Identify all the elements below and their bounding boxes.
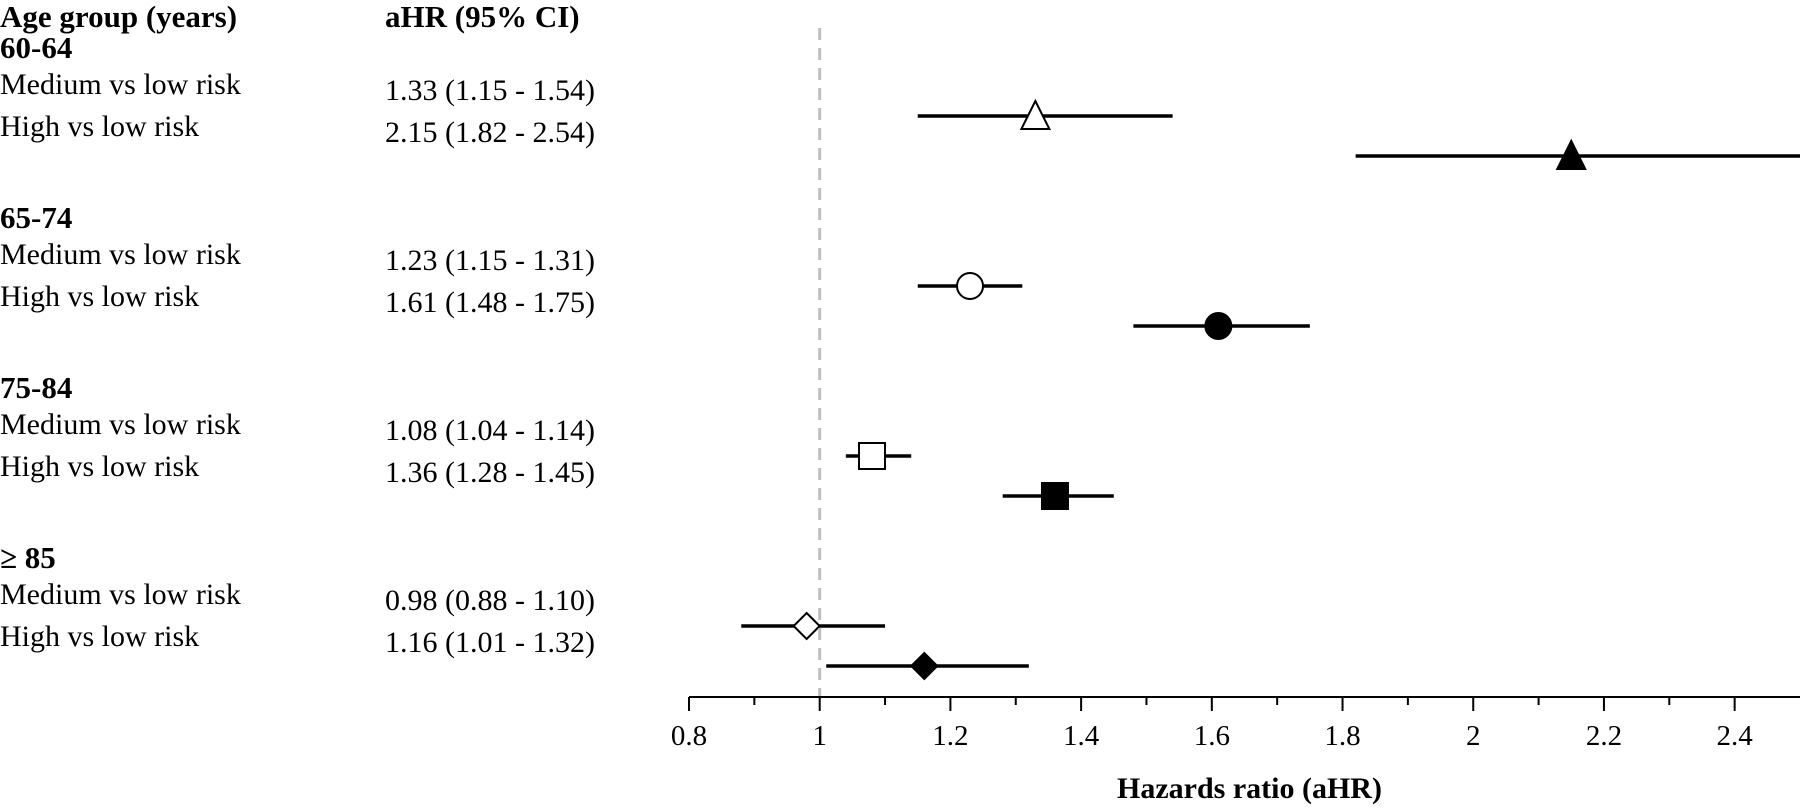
- point-marker-diamond: [792, 611, 822, 641]
- x-tick-label: 2.4: [1717, 720, 1754, 752]
- row-estimate-text: 1.16 (1.01 - 1.32): [385, 626, 595, 659]
- point-marker-square: [1040, 482, 1069, 510]
- point-marker-circle: [956, 272, 985, 300]
- row-label: High vs low risk: [0, 620, 199, 653]
- row-label: High vs low risk: [0, 450, 199, 483]
- x-tick-label: 2.2: [1586, 720, 1622, 752]
- point-marker-square: [857, 442, 886, 470]
- row-label: Medium vs low risk: [0, 578, 241, 611]
- x-tick-label: 2: [1466, 720, 1481, 752]
- group-label: 60-64: [0, 30, 72, 65]
- row-estimate-text: 1.08 (1.04 - 1.14): [385, 414, 595, 447]
- group-label: 75-84: [0, 370, 72, 405]
- row-estimate-text: 1.33 (1.15 - 1.54): [385, 74, 595, 107]
- x-tick-label: 0.8: [671, 720, 707, 752]
- point-marker-triangle: [1555, 138, 1587, 170]
- x-tick-label: 1.6: [1194, 720, 1230, 752]
- group-label: 65-74: [0, 200, 72, 235]
- x-axis: 0.8 1 1.2 1.4 1.6 1.8 2 2.2 2.4 Hazards ratio (aH…: [671, 28, 1800, 805]
- plot-marks: [741, 98, 1800, 681]
- row-label: Medium vs low risk: [0, 238, 241, 271]
- row-label: High vs low risk: [0, 280, 199, 313]
- point-marker-circle: [1204, 312, 1233, 340]
- x-tick-label: 1.4: [1063, 720, 1100, 752]
- row-label: High vs low risk: [0, 110, 199, 143]
- row-label: Medium vs low risk: [0, 408, 241, 441]
- group-label: ≥ 85: [0, 540, 56, 575]
- row-label: Medium vs low risk: [0, 68, 241, 101]
- x-tick-label: 1.2: [932, 720, 968, 752]
- row-estimate-text: 1.61 (1.48 - 1.75): [385, 286, 595, 319]
- x-axis-label: Hazards ratio (aHR): [1117, 772, 1382, 805]
- header-ahr-ci: aHR (95% CI): [385, 0, 580, 34]
- point-marker-triangle: [1019, 98, 1051, 130]
- row-estimate-text: 1.36 (1.28 - 1.45): [385, 456, 595, 489]
- x-tick-label: 1: [812, 720, 827, 752]
- row-estimate-text: 0.98 (0.88 - 1.10): [385, 584, 595, 617]
- point-marker-diamond: [909, 651, 939, 681]
- header-age-group: Age group (years): [0, 0, 237, 34]
- row-estimate-text: 2.15 (1.82 - 2.54): [385, 116, 595, 149]
- x-tick-label: 1.8: [1324, 720, 1360, 752]
- row-estimate-text: 1.23 (1.15 - 1.31): [385, 244, 595, 277]
